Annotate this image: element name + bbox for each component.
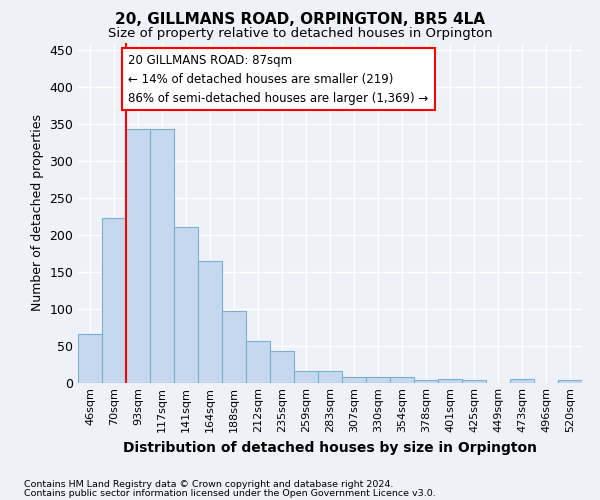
Bar [295,372,317,382]
Bar [463,380,485,382]
Text: 20, GILLMANS ROAD, ORPINGTON, BR5 4LA: 20, GILLMANS ROAD, ORPINGTON, BR5 4LA [115,12,485,28]
Bar [319,372,341,382]
Text: Contains public sector information licensed under the Open Government Licence v3: Contains public sector information licen… [24,489,436,498]
Bar [127,129,149,382]
Bar [391,376,413,382]
X-axis label: Distribution of detached houses by size in Orpington: Distribution of detached houses by size … [123,441,537,455]
Bar [199,260,221,382]
Bar [559,380,581,382]
Bar [247,341,269,382]
Bar [79,334,101,382]
Bar [439,379,461,382]
Text: Size of property relative to detached houses in Orpington: Size of property relative to detached ho… [107,28,493,40]
Bar [151,129,173,382]
Bar [343,378,365,382]
Bar [223,311,245,382]
Bar [415,380,437,382]
Bar [271,352,293,382]
Bar [175,228,197,382]
Bar [511,379,533,382]
Bar [367,378,389,382]
Bar [103,218,125,382]
Text: 20 GILLMANS ROAD: 87sqm
← 14% of detached houses are smaller (219)
86% of semi-d: 20 GILLMANS ROAD: 87sqm ← 14% of detache… [128,54,428,104]
Text: Contains HM Land Registry data © Crown copyright and database right 2024.: Contains HM Land Registry data © Crown c… [24,480,394,489]
Y-axis label: Number of detached properties: Number of detached properties [31,114,44,311]
